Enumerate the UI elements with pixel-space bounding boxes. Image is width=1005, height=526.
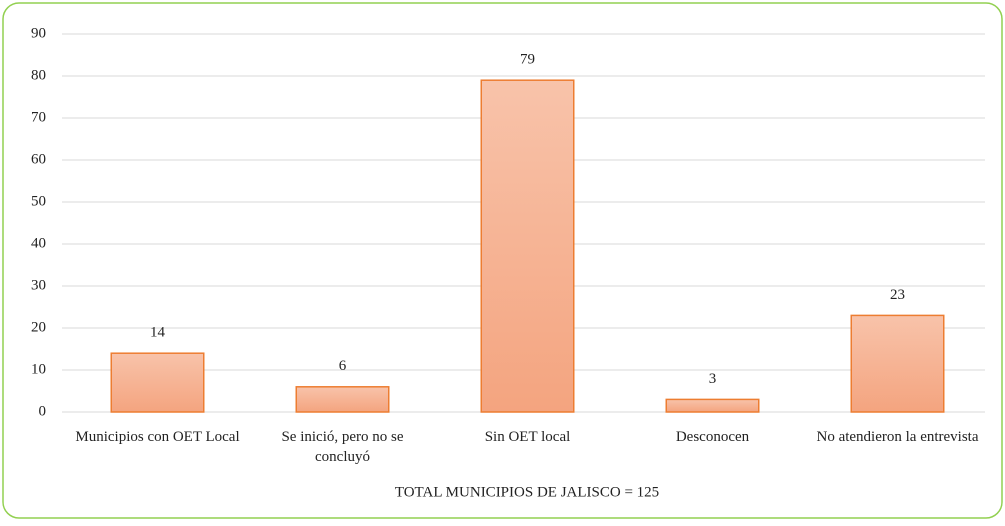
y-tick-label: 30 — [31, 277, 46, 293]
x-tick-label: Sin OET local — [485, 429, 571, 445]
y-tick-label: 10 — [31, 361, 46, 377]
data-label: 6 — [339, 358, 347, 374]
y-tick-label: 50 — [31, 193, 46, 209]
y-tick-label: 70 — [31, 109, 46, 125]
data-label: 23 — [890, 287, 905, 303]
data-label: 14 — [150, 325, 166, 341]
data-label: 3 — [709, 371, 717, 387]
x-tick-label: No atendieron la entrevista — [816, 429, 978, 445]
data-label: 79 — [520, 52, 535, 68]
bar — [480, 79, 575, 413]
bar — [850, 314, 945, 413]
bar — [110, 352, 205, 413]
bar — [295, 386, 390, 413]
bar — [665, 398, 760, 413]
y-tick-label: 90 — [31, 25, 46, 41]
x-axis-title: TOTAL MUNICIPIOS DE JALISCO = 125 — [395, 484, 659, 500]
y-tick-label: 0 — [39, 403, 47, 419]
y-tick-label: 20 — [31, 319, 46, 335]
x-tick-label: Se inició, pero no se concluyó — [281, 429, 403, 465]
y-tick-label: 40 — [31, 235, 46, 251]
y-tick-label: 80 — [31, 67, 46, 83]
x-tick-label: Municipios con OET Local — [75, 429, 239, 445]
y-tick-label: 60 — [31, 151, 46, 167]
x-tick-label: Desconocen — [676, 429, 750, 445]
